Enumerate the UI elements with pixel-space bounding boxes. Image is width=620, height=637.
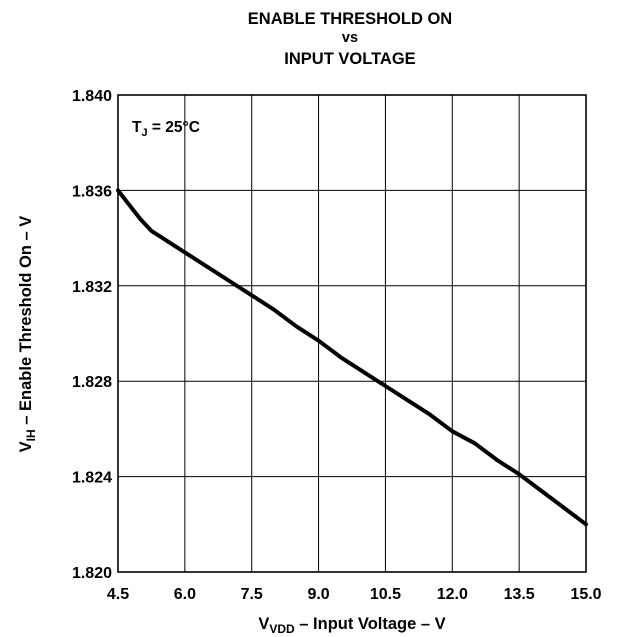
x-tick-label: 6.0: [174, 586, 196, 603]
y-tick-label: 1.836: [72, 183, 112, 200]
chart-title-line-3: INPUT VOLTAGE: [284, 50, 415, 68]
grid: [117, 94, 587, 573]
y-axis-label-main: V: [17, 441, 35, 452]
x-tick-labels: 4.5 6.0 7.5 9.0 10.5 12.0 13.5 15.0: [107, 586, 602, 603]
y-tick-label: 1.840: [72, 88, 112, 105]
x-tick-label: 9.0: [307, 586, 329, 603]
plot-frame: [117, 94, 587, 573]
series-group: [116, 188, 588, 527]
x-tick-label: 12.0: [437, 586, 468, 603]
x-axis-label: VVDD – Input Voltage – V: [258, 615, 445, 636]
x-axis-label-rest: – Input Voltage – V: [295, 615, 446, 633]
y-axis-label: VIH – Enable Threshold On – V: [17, 216, 38, 453]
y-axis-label-rest: – Enable Threshold On – V: [17, 216, 35, 430]
x-tick-label: 4.5: [107, 586, 129, 603]
y-tick-labels: 1.820 1.824 1.828 1.832 1.836 1.840: [72, 88, 112, 582]
y-tick-label: 1.824: [72, 470, 112, 487]
annotation-main: T: [132, 119, 142, 136]
y-tick-label: 1.832: [72, 279, 112, 296]
x-axis-label-main: V: [258, 615, 269, 633]
series-line-0: [116, 188, 588, 527]
x-axis-label-subscript: VDD: [269, 622, 295, 636]
chart-title-line-1: ENABLE THRESHOLD ON: [248, 10, 452, 28]
annotation-rest: = 25°C: [148, 119, 200, 136]
temperature-annotation: TJ = 25°C: [132, 119, 200, 139]
y-tick-label: 1.820: [72, 565, 112, 582]
x-tick-label: 7.5: [241, 586, 263, 603]
x-tick-label: 13.5: [504, 586, 535, 603]
x-tick-label: 10.5: [370, 586, 401, 603]
y-tick-label: 1.828: [72, 374, 112, 391]
chart-title-line-2: vs: [342, 30, 358, 46]
annotation-subscript: J: [141, 127, 147, 139]
y-axis-label-subscript: IH: [24, 429, 38, 441]
x-tick-label: 15.0: [570, 586, 601, 603]
